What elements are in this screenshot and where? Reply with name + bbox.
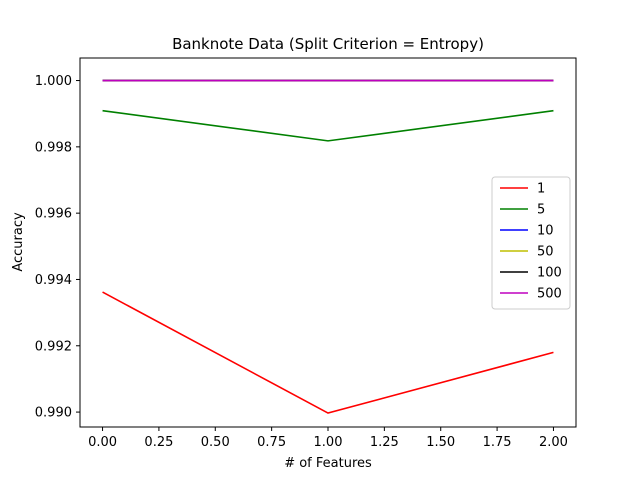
legend-label-1: 1 [537,182,545,197]
legend-label-500: 500 [537,287,562,302]
x-tick-label: 2.00 [539,435,568,450]
legend-label-100: 100 [537,266,562,281]
x-axis-ticks: 0.00 0.25 0.50 0.75 1.00 1.25 1.50 1.75 2.00 [88,427,568,450]
x-axis-label: # of Features [284,456,372,471]
y-tick-label: 0.990 [35,406,72,421]
y-tick-label: 1.000 [35,74,72,89]
legend-label-10: 10 [537,224,554,239]
x-tick-label: 0.75 [257,435,286,450]
x-tick-label: 1.50 [426,435,455,450]
y-tick-label: 0.994 [35,273,72,288]
y-tick-label: 0.996 [35,207,72,222]
x-tick-label: 0.50 [201,435,230,450]
x-tick-label: 0.00 [88,435,117,450]
legend-box [491,176,571,310]
legend-label-50: 50 [537,245,554,260]
plot-lines [102,79,554,414]
legend: 1 5 10 50 100 500 [491,176,571,310]
series-line-5 [102,109,554,142]
y-tick-label: 0.998 [35,140,72,155]
legend-label-5: 5 [537,203,545,218]
series-line-1 [102,291,554,414]
y-axis-ticks: 0.990 0.992 0.994 0.996 0.998 1.000 [35,74,80,421]
x-tick-label: 1.00 [314,435,343,450]
x-tick-label: 1.25 [370,435,399,450]
y-tick-label: 0.992 [35,339,72,354]
x-tick-label: 0.25 [144,435,173,450]
y-axis-label: Accuracy [11,212,26,272]
x-tick-label: 1.75 [483,435,512,450]
chart-title: Banknote Data (Split Criterion = Entropy… [172,35,484,53]
